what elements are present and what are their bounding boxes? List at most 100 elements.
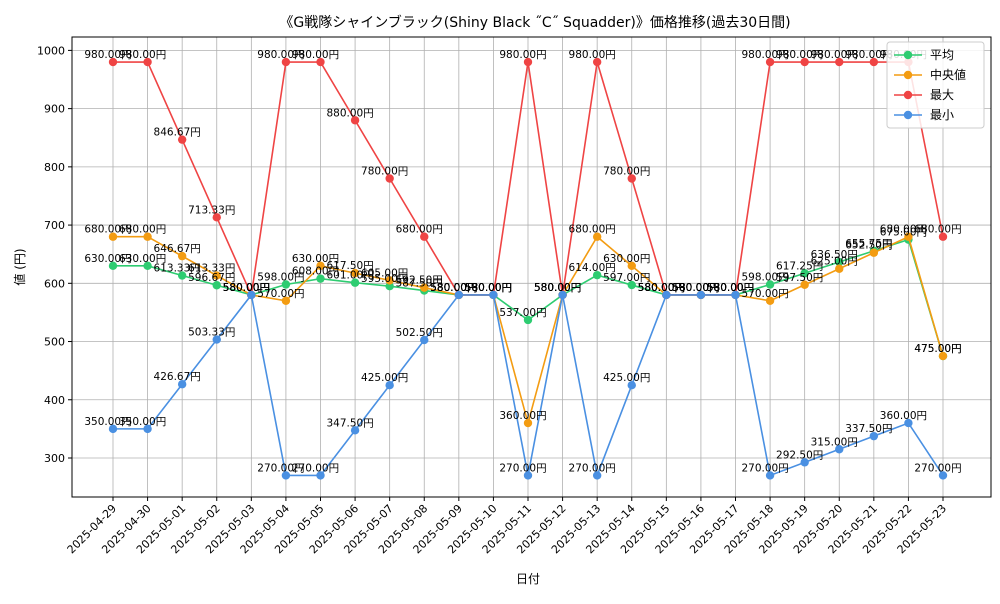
plot-area-frame <box>71 36 992 498</box>
x-axis-ticks: 2025-04-292025-04-302025-05-012025-05-02… <box>65 497 949 556</box>
y-axis-title: 値 (円) <box>12 248 27 285</box>
legend-marker <box>903 90 913 100</box>
data-label: 425.00円 <box>361 372 408 384</box>
data-point <box>350 426 360 435</box>
legend-marker <box>903 110 913 120</box>
data-point <box>938 232 948 241</box>
data-point <box>558 290 567 300</box>
data-label: 270.00円 <box>499 462 546 474</box>
y-tick-label: 900 <box>44 103 65 116</box>
data-label: 350.00円 <box>84 416 131 428</box>
data-label: 580.00円 <box>430 282 477 294</box>
data-point <box>592 270 602 280</box>
data-label: 580.00円 <box>638 282 685 294</box>
data-point <box>385 381 394 390</box>
data-label: 360.00円 <box>499 410 546 422</box>
data-point <box>247 290 256 300</box>
data-point <box>281 280 291 289</box>
data-label: 636.50円 <box>811 249 858 261</box>
data-point <box>108 424 118 434</box>
data-label: 680.00円 <box>119 224 166 236</box>
data-point <box>420 283 429 292</box>
data-point <box>281 57 291 67</box>
data-label: 617.50円 <box>326 260 373 272</box>
data-label: 537.00円 <box>499 307 546 319</box>
data-point <box>800 458 809 467</box>
data-label: 580.00円 <box>223 282 270 294</box>
data-label: 425.00円 <box>603 372 650 384</box>
data-label: 630.00円 <box>603 253 650 265</box>
data-label: 592.50円 <box>396 275 443 287</box>
data-point <box>143 57 152 67</box>
data-point <box>177 380 187 389</box>
data-point <box>627 261 636 271</box>
data-label: 613.33円 <box>188 263 235 275</box>
data-label: 713.33円 <box>188 204 235 216</box>
data-point <box>765 57 775 67</box>
data-point <box>108 57 118 67</box>
data-point <box>454 290 464 300</box>
data-point <box>523 315 533 325</box>
data-label: 652.50円 <box>845 240 892 252</box>
legend-label: 平均 <box>930 48 954 62</box>
data-label: 580.00円 <box>534 282 581 294</box>
data-point <box>696 290 706 300</box>
data-label: 580.00円 <box>707 282 754 294</box>
data-point <box>212 271 221 280</box>
data-label: 347.50円 <box>326 417 373 429</box>
data-label: 880.00円 <box>326 107 373 119</box>
data-label: 587.50円 <box>396 278 443 290</box>
data-point <box>420 232 429 241</box>
data-label: 360.00円 <box>880 410 927 422</box>
data-point <box>212 213 221 222</box>
data-point <box>835 264 844 273</box>
data-label: 580.00円 <box>223 282 270 294</box>
y-tick-label: 300 <box>44 452 65 465</box>
data-label: 580.00円 <box>465 282 512 294</box>
data-point <box>350 278 360 287</box>
legend-label: 最大 <box>930 88 954 102</box>
data-point <box>592 57 602 67</box>
data-point <box>765 471 775 480</box>
data-point <box>177 135 187 144</box>
data-label: 680.00円 <box>914 224 961 236</box>
data-point <box>904 418 913 428</box>
data-label: 980.00円 <box>845 49 892 61</box>
data-point <box>627 280 636 290</box>
data-point <box>523 57 533 67</box>
data-label: 580.00円 <box>430 282 477 294</box>
y-tick-label: 1000 <box>37 44 65 57</box>
data-label: 580.00円 <box>223 282 270 294</box>
data-point <box>523 418 533 428</box>
data-point <box>108 261 118 271</box>
data-point <box>800 57 809 67</box>
data-label: 601.00円 <box>326 270 373 282</box>
data-label: 596.67円 <box>188 272 235 284</box>
data-label: 780.00円 <box>361 165 408 177</box>
data-point <box>385 282 394 291</box>
data-point <box>143 232 152 241</box>
data-point <box>143 424 152 434</box>
data-label: 580.00円 <box>707 282 754 294</box>
data-point <box>316 274 325 283</box>
data-label: 580.00円 <box>638 282 685 294</box>
data-point <box>281 296 291 305</box>
data-label: 580.00円 <box>534 282 581 294</box>
data-label: 630.00円 <box>84 253 131 265</box>
data-label: 270.00円 <box>914 462 961 474</box>
y-axis-ticks: 300 400 500 600 700 800 900 1000 <box>37 44 72 465</box>
data-label: 980.00円 <box>741 49 788 61</box>
data-label: 680.00円 <box>569 224 616 236</box>
data-label: 570.00円 <box>257 288 304 300</box>
data-label: 980.00円 <box>499 49 546 61</box>
data-label: 580.00円 <box>672 282 719 294</box>
data-label: 580.00円 <box>534 282 581 294</box>
data-point <box>835 445 844 454</box>
data-point <box>385 276 394 285</box>
data-point <box>385 174 394 183</box>
data-label: 980.00円 <box>257 49 304 61</box>
y-tick-label: 500 <box>44 336 65 349</box>
data-point <box>350 268 360 278</box>
data-label: 350.00円 <box>119 416 166 428</box>
